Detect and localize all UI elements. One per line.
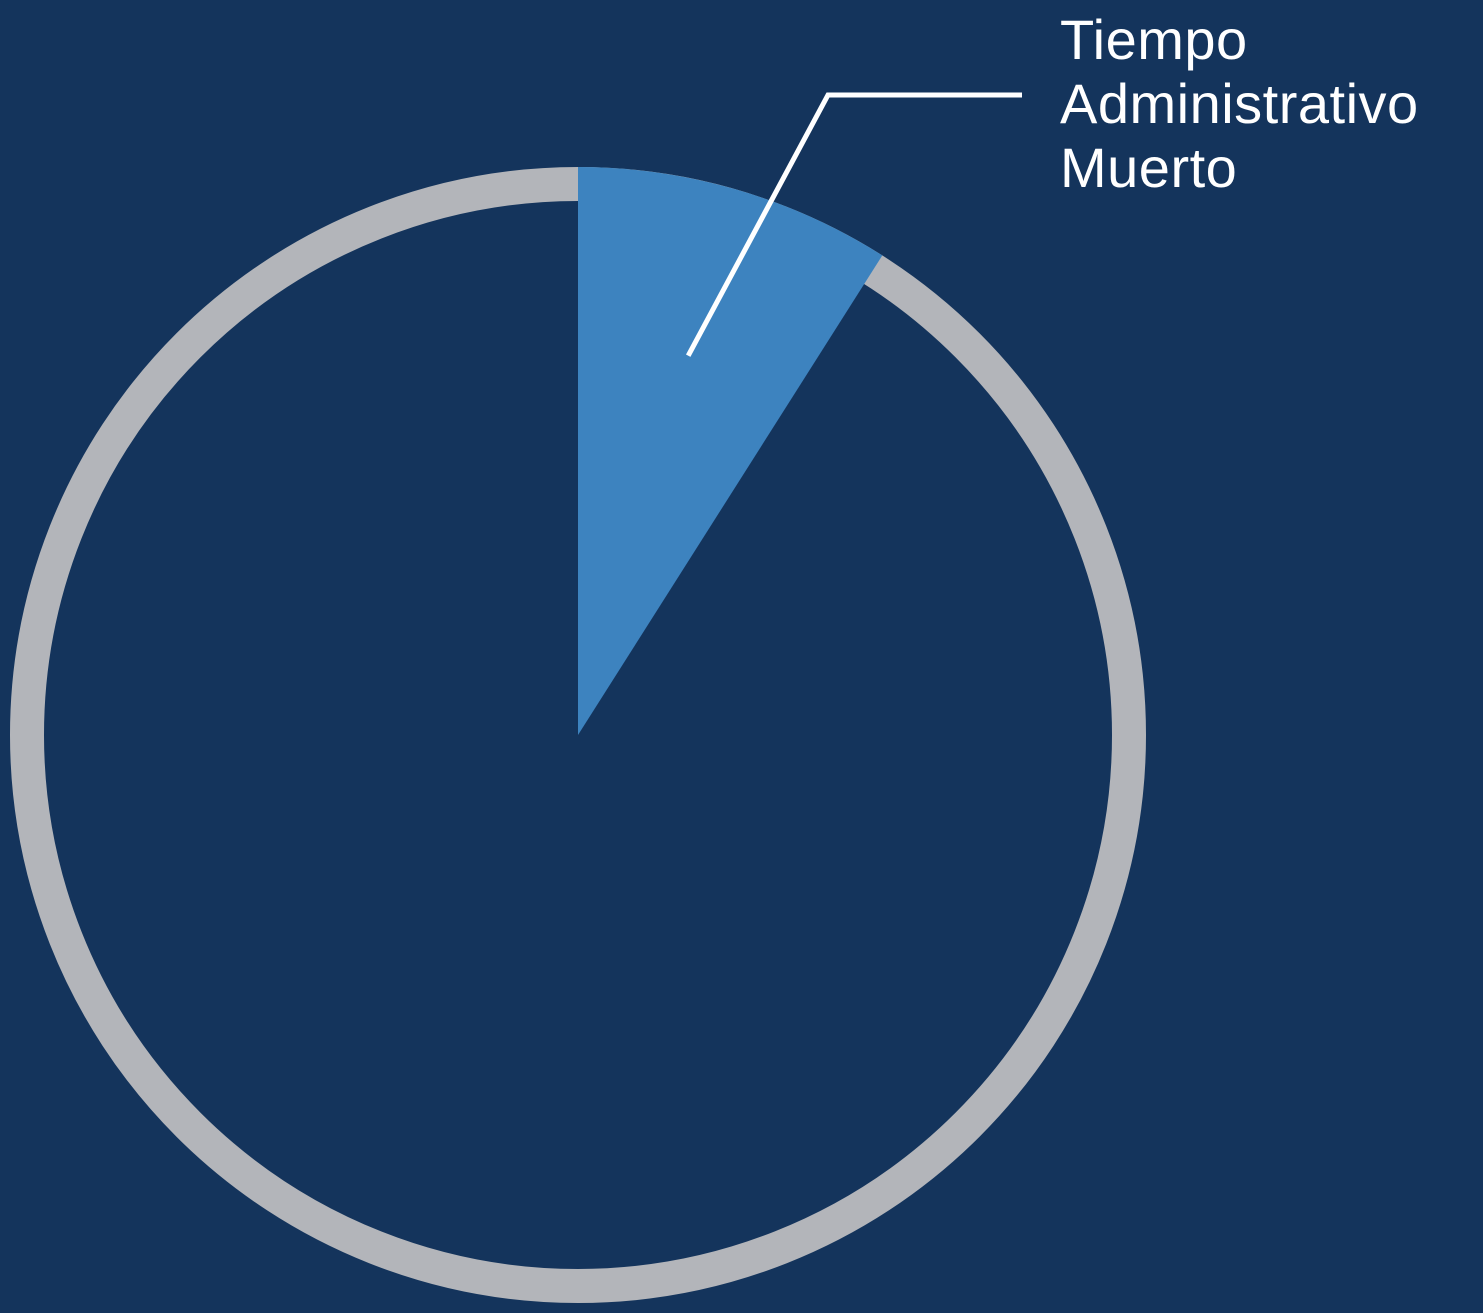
pie-slices xyxy=(578,167,883,735)
callout-leader-line xyxy=(685,92,1022,357)
pie-slice-0 xyxy=(578,167,883,735)
callout-line-3: Muerto xyxy=(1060,136,1238,199)
slice-callout-label: Tiempo Administrativo Muerto xyxy=(1060,8,1419,200)
callout-line-2: Administrativo xyxy=(1060,72,1419,135)
callout-line-1: Tiempo xyxy=(1060,8,1248,71)
